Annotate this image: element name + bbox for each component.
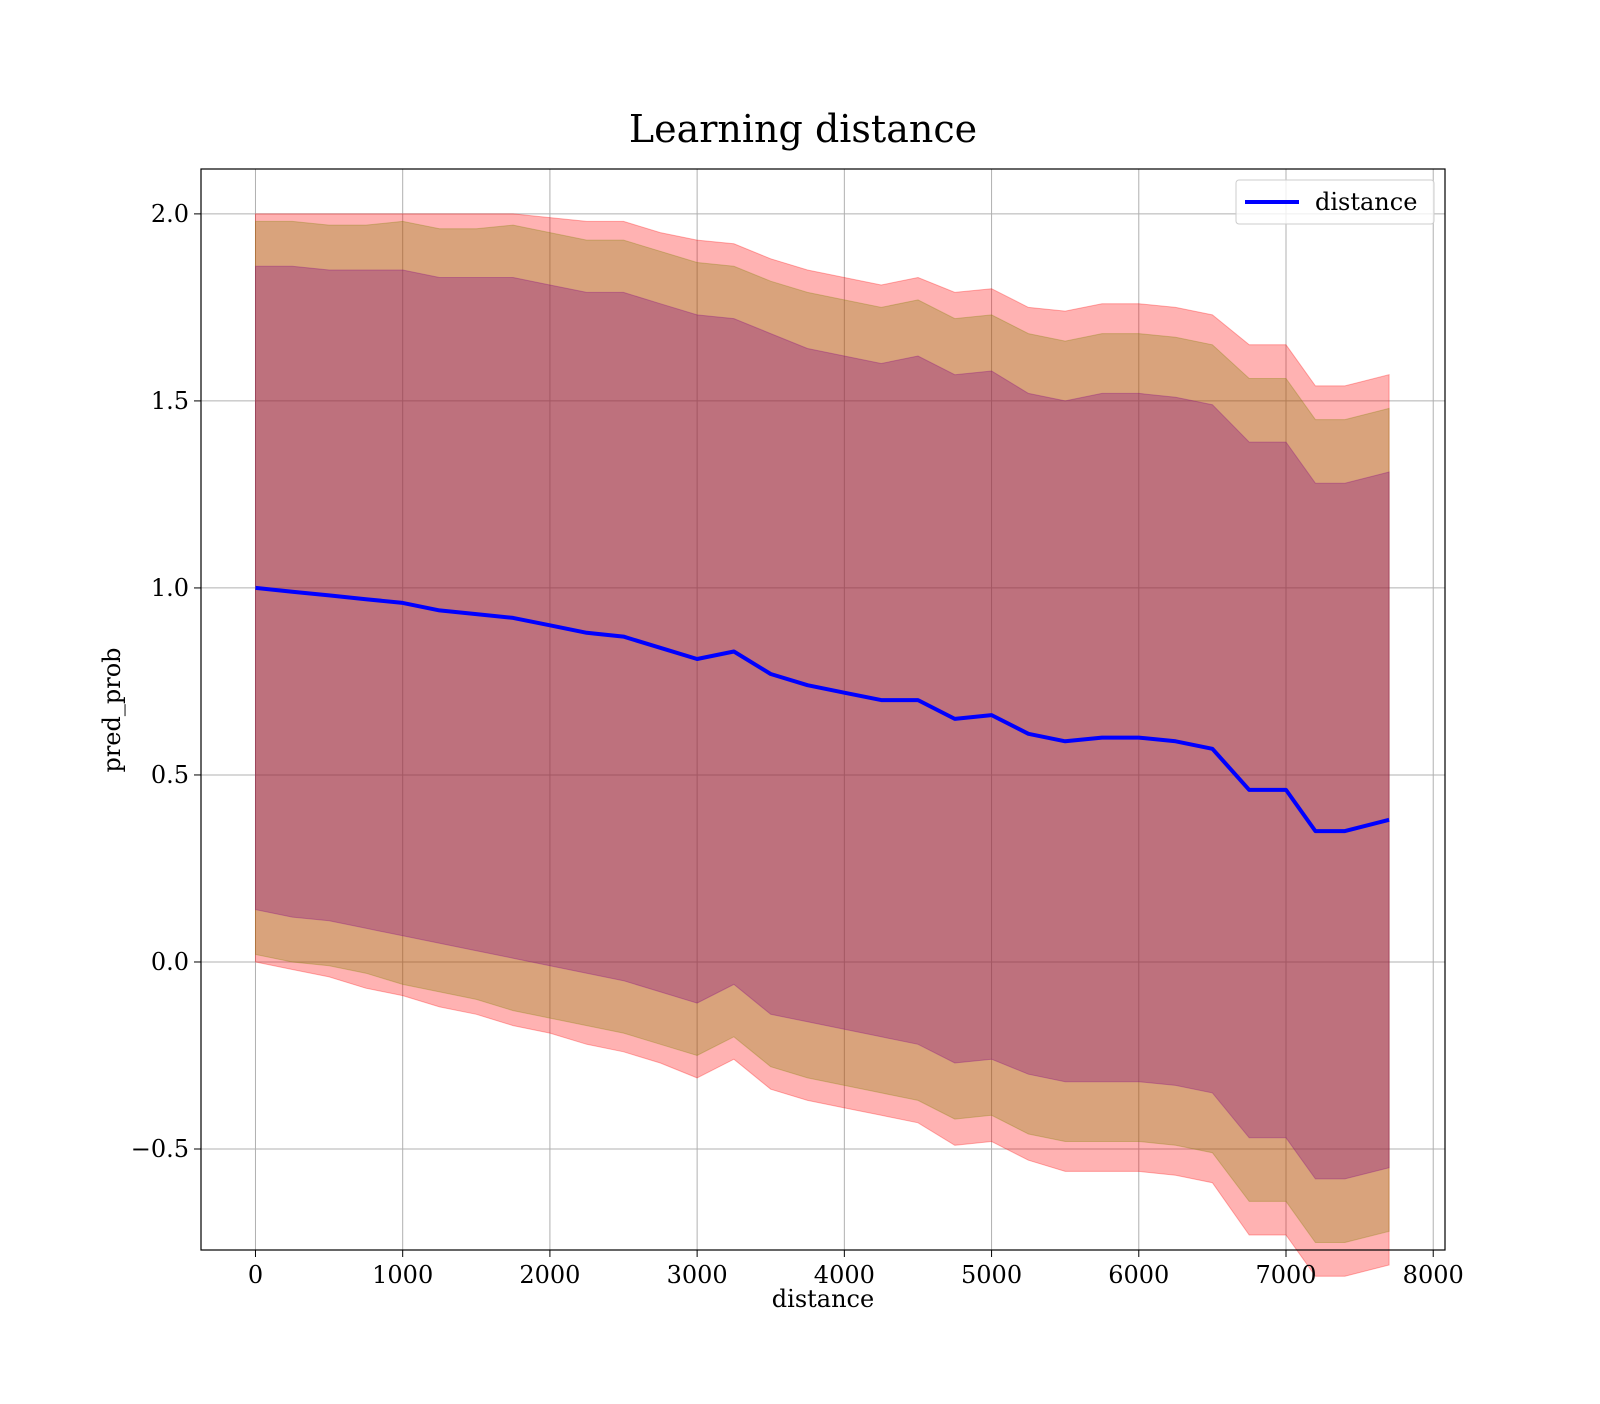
y-tick-label: 2.0 bbox=[151, 200, 189, 228]
y-tick-label: −0.5 bbox=[131, 1135, 189, 1163]
x-tick-label: 3000 bbox=[667, 1261, 728, 1289]
y-axis-ticks: −0.5 0.0 0.5 1.0 1.5 2.0 bbox=[131, 200, 201, 1163]
confidence-band bbox=[255, 213, 1390, 1277]
x-tick-label: 4000 bbox=[814, 1261, 875, 1289]
y-tick-label: 0.0 bbox=[151, 948, 189, 976]
series-lines bbox=[255, 585, 1390, 834]
confidence-band bbox=[255, 265, 1390, 1180]
x-tick-label: 7000 bbox=[1255, 1261, 1316, 1289]
x-tick-label: 8000 bbox=[1403, 1261, 1464, 1289]
x-tick-label: 0 bbox=[248, 1261, 263, 1289]
confidence-bands bbox=[255, 213, 1390, 1277]
x-tick-label: 1000 bbox=[372, 1261, 433, 1289]
y-tick-label: 1.0 bbox=[151, 574, 189, 602]
x-tick-label: 5000 bbox=[961, 1261, 1022, 1289]
x-axis-label: distance bbox=[772, 1285, 874, 1313]
series-line-distance bbox=[255, 585, 1390, 834]
x-axis-ticks: 0 1000 2000 3000 4000 5000 6000 7000 8000 bbox=[248, 1250, 1464, 1289]
x-tick-label: 6000 bbox=[1108, 1261, 1169, 1289]
legend-label: distance bbox=[1315, 188, 1417, 216]
confidence-band bbox=[255, 220, 1390, 1243]
plot-frame bbox=[200, 168, 1446, 1251]
y-tick-label: 1.5 bbox=[151, 387, 189, 415]
y-tick-label: 0.5 bbox=[151, 761, 189, 789]
legend: distance bbox=[1235, 179, 1435, 225]
legend-box bbox=[1235, 179, 1435, 225]
y-axis-label: pred_prob bbox=[98, 647, 126, 772]
chart-title: Learning distance bbox=[629, 107, 977, 151]
x-tick-label: 2000 bbox=[519, 1261, 580, 1289]
gridlines bbox=[201, 169, 1445, 1250]
